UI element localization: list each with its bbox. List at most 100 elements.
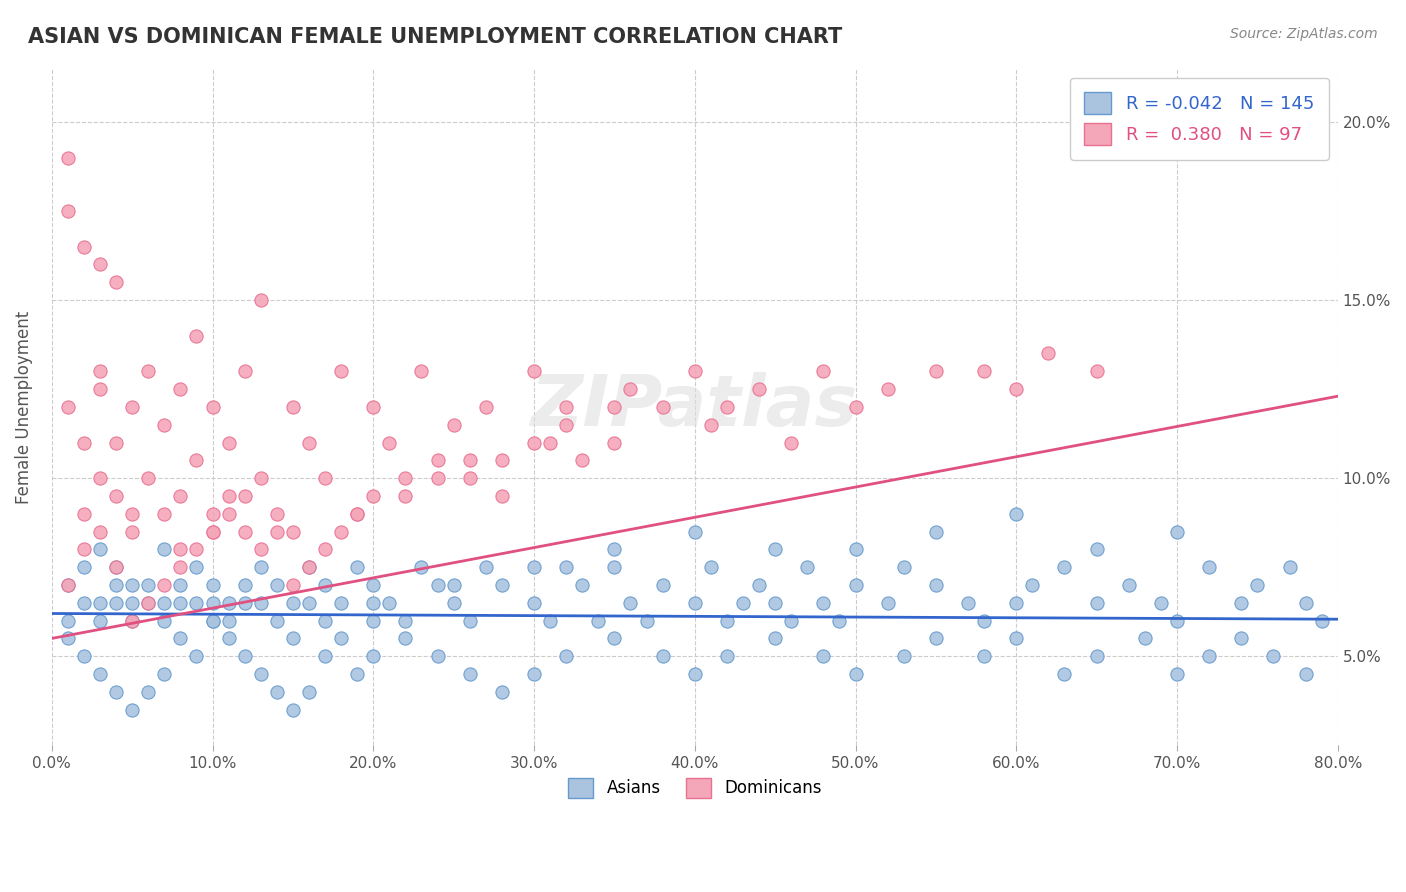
Point: [588, 614, 610, 628]
Point: [651, 649, 673, 664]
Point: [314, 649, 336, 664]
Point: [201, 400, 224, 414]
Point: [523, 560, 546, 574]
Point: [218, 614, 240, 628]
Point: [330, 596, 353, 610]
Point: [105, 685, 128, 699]
Point: [716, 649, 738, 664]
Point: [281, 400, 304, 414]
Point: [1118, 578, 1140, 592]
Point: [813, 596, 835, 610]
Point: [169, 560, 191, 574]
Point: [153, 667, 176, 681]
Point: [763, 632, 786, 646]
Point: [716, 614, 738, 628]
Point: [1166, 614, 1188, 628]
Point: [153, 614, 176, 628]
Point: [491, 578, 513, 592]
Point: [844, 542, 866, 557]
Point: [1198, 649, 1220, 664]
Point: [136, 364, 159, 378]
Point: [619, 596, 641, 610]
Point: [249, 560, 271, 574]
Point: [394, 471, 416, 485]
Point: [683, 524, 706, 539]
Point: [763, 596, 786, 610]
Point: [780, 435, 803, 450]
Point: [475, 400, 498, 414]
Point: [89, 524, 111, 539]
Point: [1230, 596, 1253, 610]
Point: [136, 685, 159, 699]
Point: [361, 578, 384, 592]
Point: [346, 507, 368, 521]
Point: [813, 649, 835, 664]
Point: [201, 614, 224, 628]
Point: [523, 364, 546, 378]
Point: [89, 257, 111, 271]
Point: [426, 453, 449, 467]
Point: [56, 632, 79, 646]
Point: [201, 614, 224, 628]
Point: [1053, 667, 1076, 681]
Point: [458, 453, 481, 467]
Point: [201, 524, 224, 539]
Point: [973, 614, 995, 628]
Point: [411, 560, 433, 574]
Point: [105, 489, 128, 503]
Text: Source: ZipAtlas.com: Source: ZipAtlas.com: [1230, 27, 1378, 41]
Point: [651, 400, 673, 414]
Point: [89, 471, 111, 485]
Point: [73, 239, 96, 253]
Point: [844, 400, 866, 414]
Point: [169, 596, 191, 610]
Point: [973, 649, 995, 664]
Point: [844, 578, 866, 592]
Point: [314, 542, 336, 557]
Point: [73, 435, 96, 450]
Point: [330, 364, 353, 378]
Point: [89, 596, 111, 610]
Point: [314, 614, 336, 628]
Point: [249, 471, 271, 485]
Point: [73, 507, 96, 521]
Point: [571, 578, 593, 592]
Point: [651, 578, 673, 592]
Point: [893, 649, 915, 664]
Point: [361, 614, 384, 628]
Point: [266, 578, 288, 592]
Point: [105, 435, 128, 450]
Point: [443, 578, 465, 592]
Point: [298, 596, 321, 610]
Point: [1295, 596, 1317, 610]
Point: [523, 596, 546, 610]
Point: [1295, 667, 1317, 681]
Point: [233, 578, 256, 592]
Point: [218, 632, 240, 646]
Point: [1310, 614, 1333, 628]
Point: [1005, 382, 1028, 396]
Point: [426, 578, 449, 592]
Point: [169, 489, 191, 503]
Point: [1085, 649, 1108, 664]
Point: [876, 596, 898, 610]
Point: [281, 632, 304, 646]
Point: [266, 507, 288, 521]
Point: [136, 596, 159, 610]
Point: [121, 524, 143, 539]
Point: [186, 649, 208, 664]
Point: [201, 578, 224, 592]
Point: [89, 614, 111, 628]
Point: [523, 435, 546, 450]
Point: [603, 400, 626, 414]
Point: [394, 489, 416, 503]
Point: [73, 649, 96, 664]
Point: [153, 578, 176, 592]
Point: [1198, 560, 1220, 574]
Point: [169, 382, 191, 396]
Point: [1166, 667, 1188, 681]
Point: [361, 596, 384, 610]
Point: [748, 578, 770, 592]
Point: [153, 417, 176, 432]
Point: [314, 578, 336, 592]
